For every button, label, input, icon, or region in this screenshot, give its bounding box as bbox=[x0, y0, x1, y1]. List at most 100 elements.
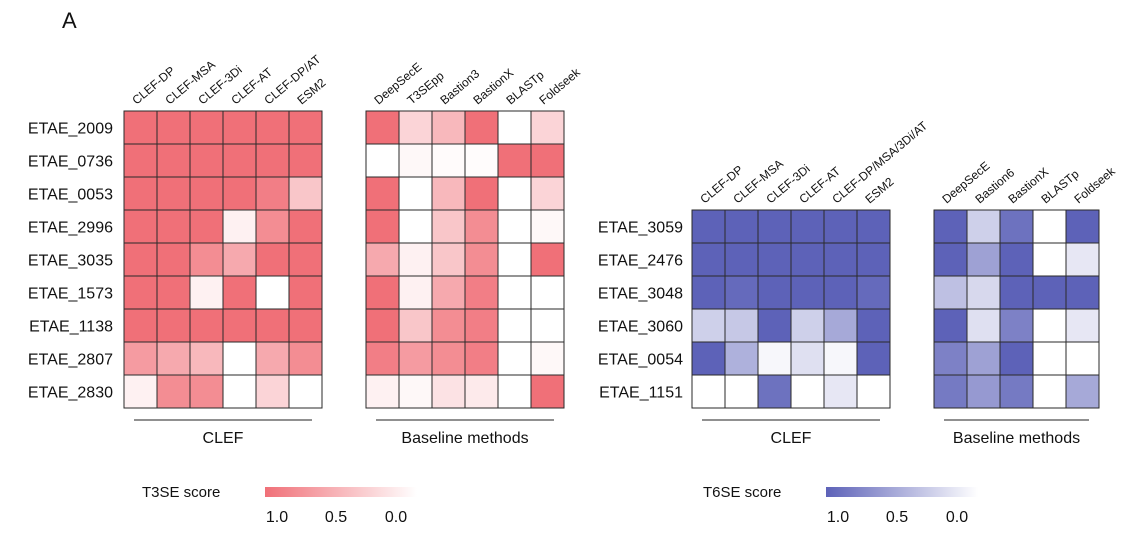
heatmap-cell bbox=[933, 242, 968, 277]
heatmap-cell bbox=[365, 275, 400, 310]
heatmap-group: DeepSecEBastion6BastionXBLASTpFoldseekBa… bbox=[933, 159, 1118, 447]
heatmap-cell bbox=[189, 242, 224, 277]
heatmap-cell bbox=[398, 374, 433, 409]
row-label: ETAE_3060 bbox=[598, 319, 683, 336]
heatmap-cell bbox=[999, 242, 1034, 277]
colorbar-label: T3SE score bbox=[142, 484, 220, 501]
heatmap-cell bbox=[530, 275, 565, 310]
heatmap-cell bbox=[999, 341, 1034, 376]
heatmap-cell bbox=[255, 374, 290, 409]
heatmap-cell bbox=[464, 209, 499, 244]
heatmap-cell bbox=[189, 209, 224, 244]
heatmap-cell bbox=[255, 143, 290, 178]
colorbar-tick: 0.5 bbox=[886, 509, 908, 526]
heatmap-cell bbox=[123, 308, 158, 343]
row-label: ETAE_2009 bbox=[28, 121, 113, 138]
heatmap-cell bbox=[123, 110, 158, 145]
heatmap-cell bbox=[255, 242, 290, 277]
heatmap-cell bbox=[464, 176, 499, 211]
panel-label: A bbox=[62, 8, 77, 33]
heatmap-cell bbox=[189, 275, 224, 310]
heatmap-cell bbox=[431, 110, 466, 145]
heatmap-cell bbox=[757, 341, 792, 376]
heatmap-cell bbox=[497, 110, 532, 145]
column-label: Foldseek bbox=[1071, 164, 1118, 207]
heatmap-cell bbox=[1032, 275, 1067, 310]
colorbar-gradient bbox=[265, 487, 417, 497]
heatmap-cell bbox=[464, 341, 499, 376]
heatmap-cell bbox=[156, 143, 191, 178]
heatmap-cell bbox=[856, 275, 891, 310]
heatmap-cell bbox=[823, 209, 858, 244]
heatmap-cell bbox=[856, 308, 891, 343]
heatmap-cell bbox=[398, 242, 433, 277]
heatmap-cell bbox=[288, 176, 323, 211]
heatmap-cell bbox=[497, 341, 532, 376]
heatmap-cell bbox=[1065, 374, 1100, 409]
heatmap-cell bbox=[724, 275, 759, 310]
row-label: ETAE_1151 bbox=[599, 385, 683, 402]
heatmap-cell bbox=[724, 374, 759, 409]
heatmap-cell bbox=[1065, 308, 1100, 343]
heatmap-cell bbox=[497, 308, 532, 343]
heatmap-cell bbox=[464, 308, 499, 343]
heatmap-cell bbox=[365, 242, 400, 277]
heatmap-cell bbox=[431, 374, 466, 409]
heatmap-cell bbox=[999, 374, 1034, 409]
heatmap-cell bbox=[823, 242, 858, 277]
heatmap-cell bbox=[966, 308, 1001, 343]
colorbar: T6SE score 1.0 0.5 0.0 bbox=[703, 484, 978, 526]
heatmap-cell bbox=[823, 374, 858, 409]
heatmap-cell bbox=[156, 110, 191, 145]
heatmap-cell bbox=[288, 209, 323, 244]
heatmap-cell bbox=[222, 176, 257, 211]
heatmap-cell bbox=[1032, 209, 1067, 244]
heatmap-cell bbox=[966, 242, 1001, 277]
heatmap-cell bbox=[255, 110, 290, 145]
heatmap-cell bbox=[999, 209, 1034, 244]
heatmap-cell bbox=[790, 275, 825, 310]
heatmap-cell bbox=[288, 341, 323, 376]
heatmap-cell bbox=[724, 209, 759, 244]
heatmap-cell bbox=[398, 308, 433, 343]
heatmap-cell bbox=[288, 143, 323, 178]
heatmap-cell bbox=[757, 374, 792, 409]
heatmap-cell bbox=[999, 275, 1034, 310]
heatmap-cell bbox=[757, 275, 792, 310]
heatmap-cell bbox=[189, 110, 224, 145]
heatmap-cell bbox=[724, 341, 759, 376]
heatmap-cell bbox=[530, 110, 565, 145]
heatmap-cell bbox=[1065, 209, 1100, 244]
heatmap-cell bbox=[123, 143, 158, 178]
t3se-heatmap: ETAE_2009 ETAE_0736 ETAE_0053 ETAE_2996 ETAE… bbox=[28, 52, 584, 526]
heatmap-cell bbox=[691, 275, 726, 310]
row-label: ETAE_3048 bbox=[598, 286, 683, 303]
heatmap-cell bbox=[189, 176, 224, 211]
heatmap-cell bbox=[823, 308, 858, 343]
heatmap-cell bbox=[365, 143, 400, 178]
heatmap-cell bbox=[255, 275, 290, 310]
heatmap-cell bbox=[365, 341, 400, 376]
heatmap-cell bbox=[156, 308, 191, 343]
heatmap-cell bbox=[1032, 374, 1067, 409]
heatmap-cell bbox=[464, 110, 499, 145]
heatmap-cell bbox=[966, 341, 1001, 376]
heatmap-cell bbox=[156, 209, 191, 244]
heatmap-cell bbox=[222, 110, 257, 145]
heatmap-cell bbox=[288, 242, 323, 277]
heatmap-cell bbox=[189, 341, 224, 376]
heatmap-cell bbox=[790, 308, 825, 343]
row-label: ETAE_1573 bbox=[28, 286, 113, 303]
heatmap-cell bbox=[530, 242, 565, 277]
heatmap-cell bbox=[431, 143, 466, 178]
heatmap-cell bbox=[497, 176, 532, 211]
colorbar-tick: 0.0 bbox=[946, 509, 968, 526]
heatmap-cell bbox=[365, 374, 400, 409]
heatmap-cell bbox=[222, 374, 257, 409]
heatmap-cell bbox=[398, 209, 433, 244]
heatmap-cell bbox=[757, 308, 792, 343]
heatmap-cell bbox=[790, 341, 825, 376]
heatmap-cell bbox=[255, 209, 290, 244]
heatmap-cell bbox=[757, 209, 792, 244]
heatmap-cell bbox=[497, 275, 532, 310]
